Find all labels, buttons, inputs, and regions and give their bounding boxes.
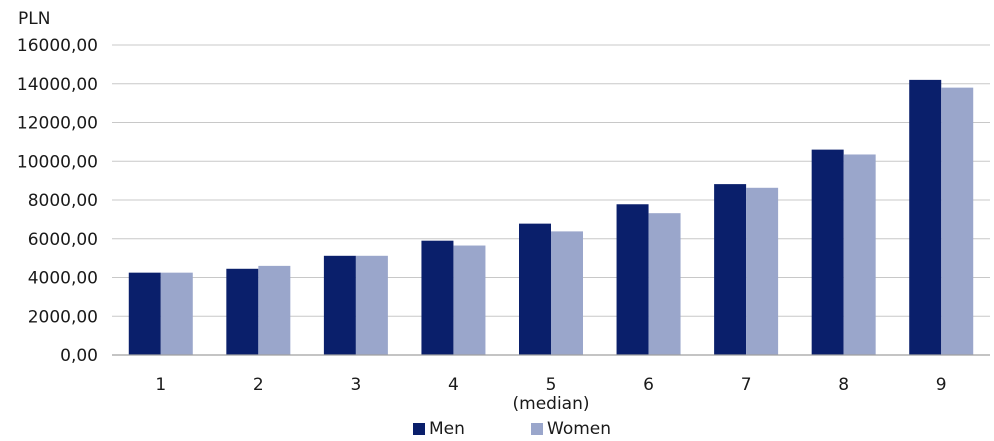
bar-men-1	[128, 272, 161, 355]
x-tick-label: 1	[155, 375, 166, 395]
bar-women-1	[160, 272, 193, 355]
bar-women-3	[355, 255, 388, 355]
x-tick-label: 2	[253, 375, 264, 395]
bar-men-7	[714, 184, 747, 355]
y-tick-label: 16000,00	[17, 36, 98, 56]
bar-men-2	[226, 268, 259, 355]
bar-men-3	[323, 255, 356, 355]
bar-women-8	[843, 154, 876, 355]
x-tick-label: 8	[838, 375, 849, 395]
bar-women-2	[258, 265, 291, 355]
y-tick-label: 8000,00	[28, 191, 98, 211]
bar-women-9	[941, 87, 974, 355]
x-tick-label: 9	[936, 375, 947, 395]
x-tick-label: (median)	[513, 394, 590, 414]
legend-label-men: Men	[429, 419, 465, 439]
bar-women-4	[453, 245, 486, 355]
bar-women-7	[746, 187, 779, 355]
bar-men-9	[909, 79, 942, 355]
bar-men-4	[421, 240, 454, 355]
legend-swatch-men	[413, 423, 425, 435]
y-tick-label: 0,00	[60, 346, 98, 366]
y-tick-label: 12000,00	[17, 114, 98, 134]
legend-label-women: Women	[547, 419, 611, 439]
bar-men-6	[616, 204, 649, 355]
bar-men-8	[811, 149, 844, 355]
x-tick-label: 3	[350, 375, 361, 395]
x-tick-label: 4	[448, 375, 459, 395]
bar-women-6	[648, 213, 681, 355]
bar-men-5	[519, 223, 551, 355]
y-tick-label: 10000,00	[17, 152, 98, 172]
x-tick-label: 5	[546, 375, 557, 395]
y-tick-label: 14000,00	[17, 75, 98, 95]
legend-swatch-women	[531, 423, 543, 435]
x-tick-label: 6	[643, 375, 654, 395]
x-tick-label: 7	[741, 375, 752, 395]
y-tick-label: 2000,00	[28, 307, 98, 327]
y-tick-label: 4000,00	[28, 269, 98, 289]
y-tick-label: 6000,00	[28, 230, 98, 250]
bar-women-5	[551, 231, 583, 355]
y-axis-unit-label: PLN	[18, 9, 50, 29]
